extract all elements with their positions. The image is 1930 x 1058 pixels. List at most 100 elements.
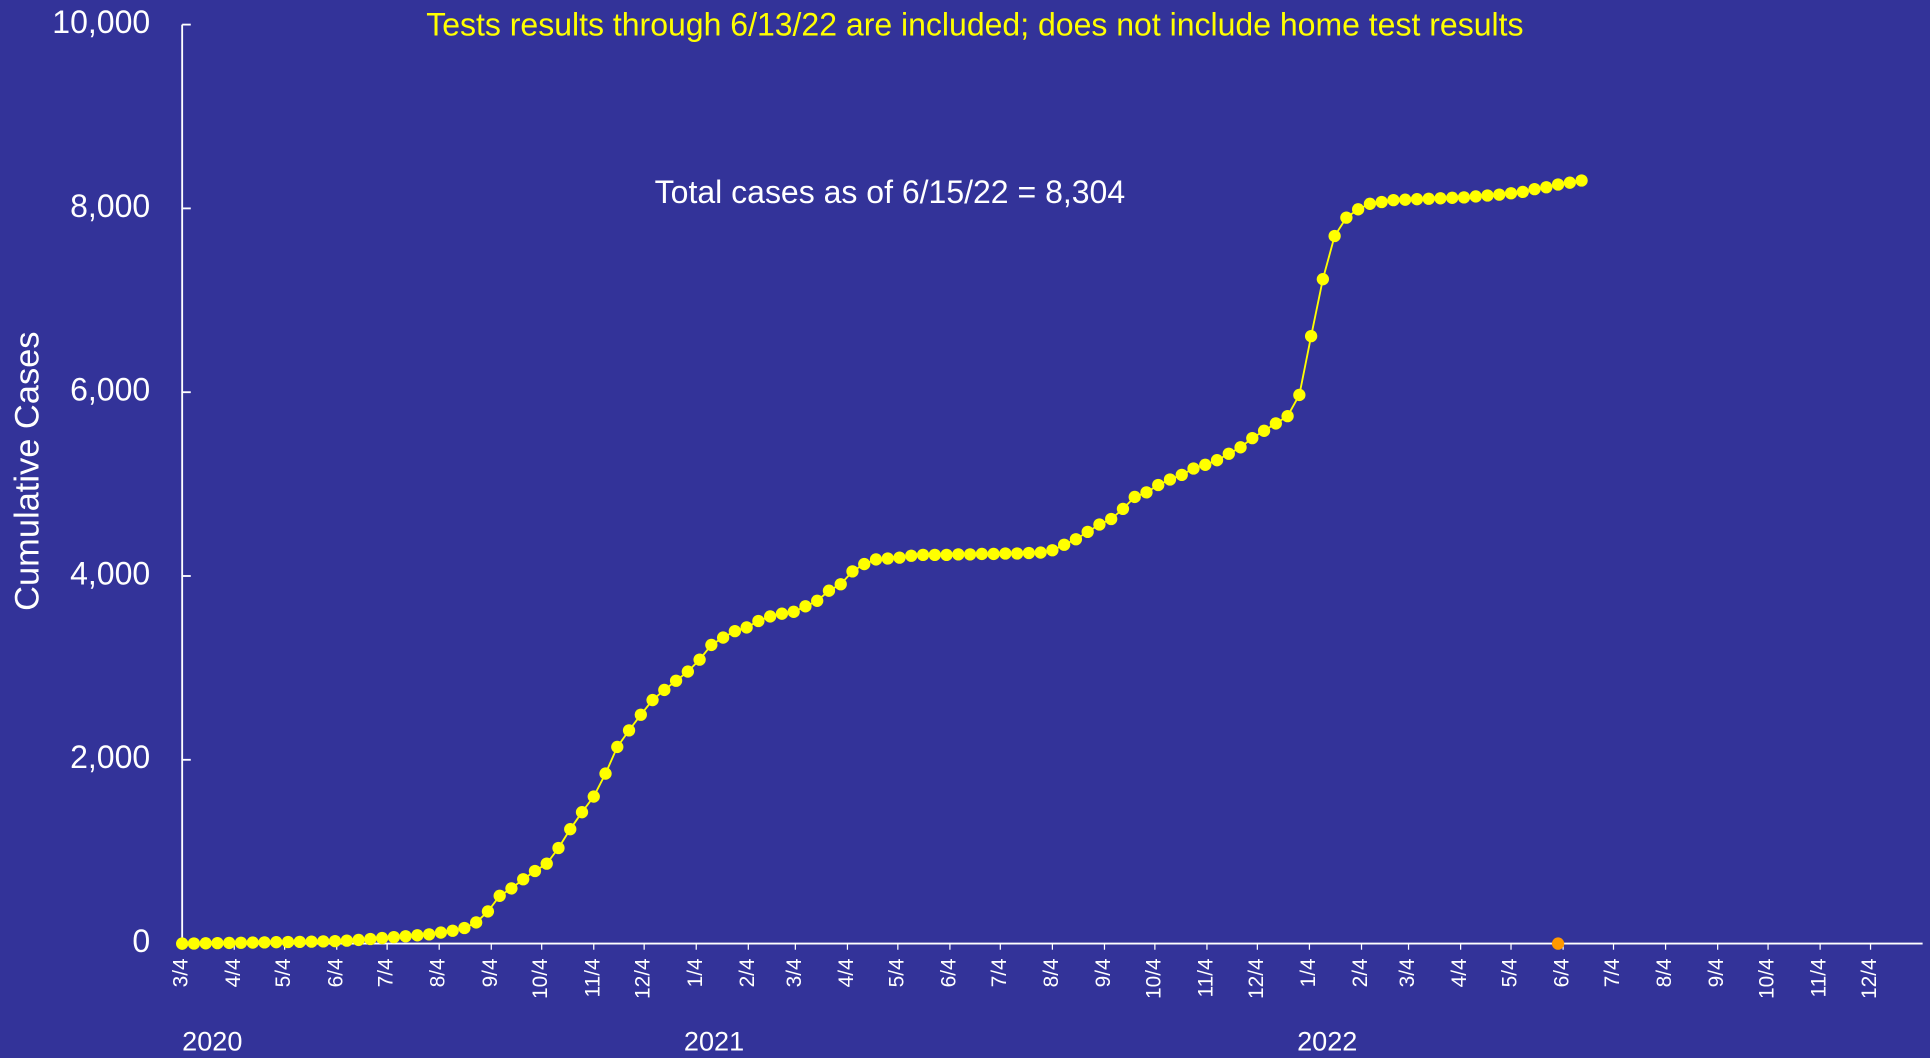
x-tick-label: 6/4 <box>937 958 960 987</box>
data-point <box>258 936 271 949</box>
data-point <box>858 557 871 571</box>
data-point <box>869 553 883 566</box>
data-point <box>1187 462 1200 475</box>
y-tick-label: 6,000 <box>70 372 150 408</box>
data-point <box>893 551 906 564</box>
data-point <box>481 905 495 918</box>
data-point <box>1175 468 1188 482</box>
data-point <box>728 624 742 638</box>
data-point <box>411 929 424 942</box>
data-point <box>1387 193 1400 207</box>
data-point <box>317 935 330 948</box>
data-point <box>1046 544 1059 557</box>
x-tick-label: 10/4 <box>1142 958 1165 999</box>
year-label: 2021 <box>684 1025 744 1056</box>
data-point <box>422 928 436 941</box>
x-tick-label: 1/4 <box>684 958 707 987</box>
data-point <box>587 790 600 803</box>
data-point <box>1222 447 1235 460</box>
x-tick-label: 10/4 <box>529 958 552 999</box>
x-tick-label: 7/4 <box>375 958 398 987</box>
data-point <box>1281 409 1294 423</box>
data-point <box>681 665 694 678</box>
data-point <box>1469 190 1482 203</box>
data-point <box>1022 546 1036 560</box>
data-point <box>634 708 647 721</box>
data-point <box>1375 195 1388 209</box>
x-tick-label: 8/4 <box>427 958 450 987</box>
data-point <box>1034 546 1047 559</box>
data-point <box>199 937 212 950</box>
data-point <box>1304 329 1318 343</box>
data-point <box>1340 211 1353 224</box>
data-point <box>211 936 224 950</box>
data-point <box>952 548 965 561</box>
x-tick-label: 4/4 <box>222 958 245 987</box>
data-point <box>1351 203 1365 216</box>
data-point <box>716 631 730 644</box>
x-tick-label: 9/4 <box>1092 958 1115 987</box>
data-point <box>575 806 589 819</box>
data-point <box>1010 547 1024 560</box>
x-tick-label: 11/4 <box>1194 958 1217 998</box>
data-point <box>916 548 930 562</box>
data-point <box>493 889 506 902</box>
data-point <box>223 936 236 950</box>
x-tick-label: 3/4 <box>783 958 806 987</box>
data-point <box>1140 486 1153 499</box>
data-point <box>1551 937 1565 950</box>
x-tick-label: 5/4 <box>885 958 908 987</box>
data-point <box>740 621 753 634</box>
x-tick-label: 6/4 <box>1551 958 1574 987</box>
data-point <box>364 932 377 946</box>
y-tick-label: 0 <box>132 923 150 959</box>
data-point <box>505 882 518 895</box>
data-point <box>905 549 918 562</box>
x-tick-label: 3/4 <box>1396 958 1419 987</box>
x-tick-label: 3/4 <box>170 958 193 987</box>
x-tick-label: 4/4 <box>835 958 858 987</box>
data-point <box>470 916 483 929</box>
data-point <box>1210 454 1224 467</box>
x-tick-label: 11/4 <box>581 958 604 998</box>
year-label: 2020 <box>182 1025 242 1056</box>
data-point <box>787 605 800 618</box>
data-point <box>1128 490 1141 504</box>
data-point <box>963 548 977 561</box>
data-point <box>293 935 306 948</box>
data-point <box>846 565 859 578</box>
data-point <box>1528 182 1541 196</box>
data-point <box>1516 185 1529 199</box>
data-point <box>517 873 530 886</box>
data-point <box>305 935 318 948</box>
data-point <box>176 937 189 950</box>
data-point <box>1316 273 1330 286</box>
data-point <box>999 547 1012 560</box>
chart-title: Tests results through 6/13/22 are includ… <box>426 7 1523 43</box>
x-tick-label: 11/4 <box>1808 958 1831 998</box>
data-point <box>540 857 553 870</box>
x-tick-label: 2/4 <box>1349 958 1372 987</box>
data-point <box>1410 193 1424 206</box>
data-point <box>611 740 624 754</box>
data-point <box>1269 417 1282 430</box>
data-point <box>399 930 412 943</box>
data-point <box>1328 229 1341 243</box>
data-point <box>1246 431 1259 445</box>
data-point <box>622 724 636 737</box>
data-point <box>1093 518 1106 531</box>
y-axis-label: Cumulative Cases <box>9 331 47 610</box>
data-point <box>1293 388 1306 402</box>
x-tick-label: 7/4 <box>1601 958 1624 987</box>
data-point <box>1105 512 1118 526</box>
y-tick-label: 8,000 <box>70 188 150 224</box>
annotation: Total cases as of 6/15/22 = 8,304 <box>655 174 1125 210</box>
data-point <box>822 584 836 597</box>
data-point <box>940 548 953 562</box>
data-point <box>246 936 259 949</box>
data-point <box>1434 192 1447 205</box>
data-point <box>1493 188 1506 201</box>
data-point <box>669 674 683 687</box>
x-tick-label: 12/4 <box>1858 958 1881 999</box>
data-point <box>928 548 941 562</box>
